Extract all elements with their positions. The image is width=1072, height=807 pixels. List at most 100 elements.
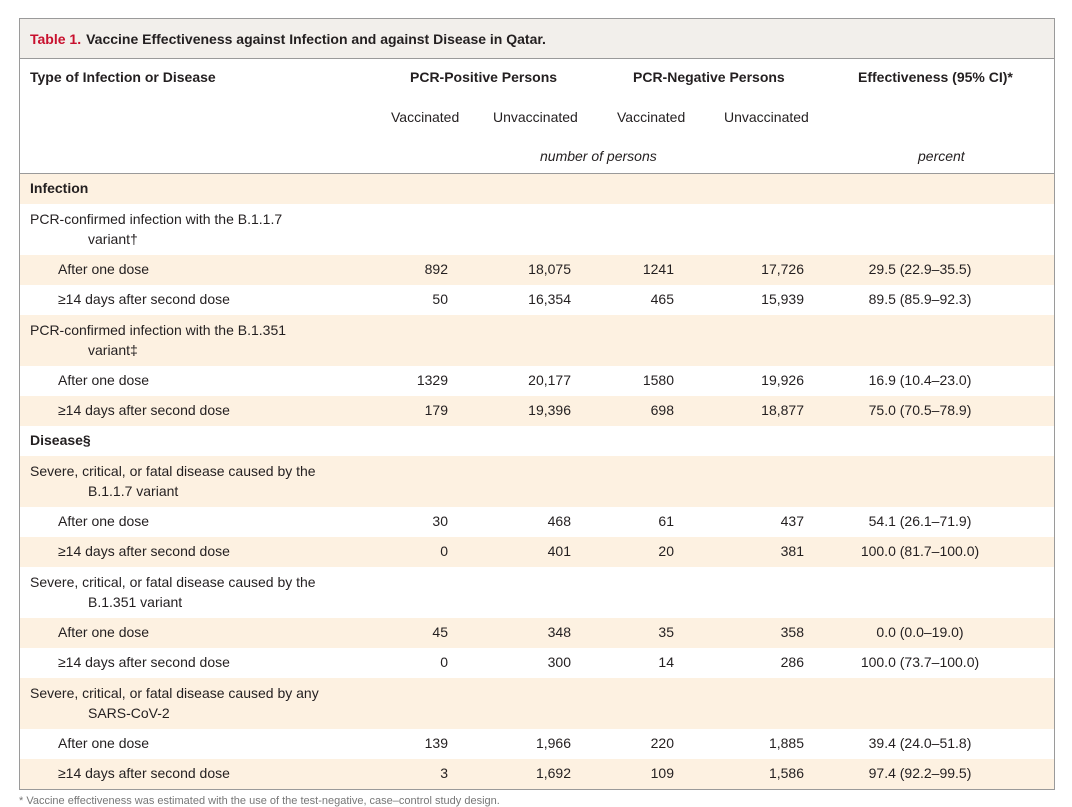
cell-unvaccinated-positive: 18,075 xyxy=(528,261,571,277)
cell-vaccinated-positive: 0 xyxy=(440,654,448,670)
row-label: ≥14 days after second dose xyxy=(58,654,230,670)
table-title-bar: Table 1. Vaccine Effectiveness against I… xyxy=(20,19,1054,59)
section-infection-label: Infection xyxy=(30,180,89,196)
header-vaccinated-positive: Vaccinated xyxy=(391,109,460,125)
group-header-row: Severe, critical, or fatal disease cause… xyxy=(20,567,1054,618)
group-label-line1: PCR-confirmed infection with the B.1.1.7 xyxy=(30,211,283,227)
group-label-line1: Severe, critical, or fatal disease cause… xyxy=(30,574,316,590)
cell-effectiveness: 16.9 (10.4–23.0) xyxy=(868,372,972,388)
cell-unvaccinated-negative: 381 xyxy=(780,543,804,559)
group-label-line2: B.1.1.7 variant xyxy=(88,483,179,499)
row-label: ≥14 days after second dose xyxy=(58,543,230,559)
table-row: After one dose 892 18,075 1241 17,726 29.5 (2… xyxy=(20,255,1054,285)
cell-vaccinated-positive: 50 xyxy=(432,291,448,307)
group-label-line1: PCR-confirmed infection with the B.1.351 xyxy=(30,322,287,338)
cell-unvaccinated-positive: 468 xyxy=(547,513,571,529)
group-label: PCR-confirmed infection with the B.1.351… xyxy=(30,320,286,360)
cell-vaccinated-negative: 20 xyxy=(658,543,674,559)
cell-unvaccinated-negative: 358 xyxy=(780,624,804,640)
table-row: After one dose 1329 20,177 1580 19,926 16.9 (… xyxy=(20,366,1054,396)
cell-unvaccinated-negative: 1,586 xyxy=(768,765,804,781)
cell-vaccinated-positive: 179 xyxy=(424,402,448,418)
table-body: Infection PCR-confirmed infection with th… xyxy=(20,174,1054,789)
cell-vaccinated-negative: 109 xyxy=(650,765,674,781)
cell-vaccinated-negative: 698 xyxy=(650,402,674,418)
cell-unvaccinated-positive: 20,177 xyxy=(528,372,571,388)
cell-vaccinated-positive: 3 xyxy=(440,765,448,781)
table-row: ≥14 days after second dose 0 300 14 286 100.0… xyxy=(20,648,1054,678)
cell-vaccinated-negative: 465 xyxy=(650,291,674,307)
cell-effectiveness: 39.4 (24.0–51.8) xyxy=(868,735,972,751)
cell-unvaccinated-positive: 1,966 xyxy=(535,735,571,751)
group-label: Severe, critical, or fatal disease cause… xyxy=(30,461,316,501)
cell-unvaccinated-positive: 16,354 xyxy=(528,291,571,307)
cell-unvaccinated-positive: 1,692 xyxy=(535,765,571,781)
cell-unvaccinated-positive: 300 xyxy=(547,654,571,670)
header-unvaccinated-positive: Unvaccinated xyxy=(493,109,578,125)
table-row: After one dose 139 1,966 220 1,885 39.4 (24.0… xyxy=(20,729,1054,759)
cell-effectiveness: 0.0 (0.0–19.0) xyxy=(876,624,964,640)
table-label: Table 1. xyxy=(30,30,82,47)
group-label: Severe, critical, or fatal disease cause… xyxy=(30,683,319,723)
row-label: After one dose xyxy=(58,735,150,751)
row-label: After one dose xyxy=(58,261,150,277)
header-vaccinated-negative: Vaccinated xyxy=(617,109,686,125)
row-label: After one dose xyxy=(58,624,150,640)
section-infection: Infection xyxy=(20,174,1054,204)
table-title: Vaccine Effectiveness against Infection … xyxy=(86,30,546,47)
group-label-line2: SARS-CoV-2 xyxy=(88,705,170,721)
cell-vaccinated-negative: 61 xyxy=(658,513,674,529)
group-label: Severe, critical, or fatal disease cause… xyxy=(30,572,316,612)
group-header-row: Severe, critical, or fatal disease cause… xyxy=(20,678,1054,729)
vaccine-effectiveness-table: Table 1. Vaccine Effectiveness against I… xyxy=(19,18,1055,790)
cell-vaccinated-positive: 0 xyxy=(440,543,448,559)
cell-vaccinated-negative: 14 xyxy=(658,654,674,670)
cell-vaccinated-negative: 220 xyxy=(650,735,674,751)
group-label-line1: Severe, critical, or fatal disease cause… xyxy=(30,685,319,701)
cell-vaccinated-positive: 1329 xyxy=(416,372,448,388)
group-label-line2: variant‡ xyxy=(88,342,138,358)
table-footnote: * Vaccine effectiveness was estimated wi… xyxy=(19,795,500,807)
cell-effectiveness: 75.0 (70.5–78.9) xyxy=(868,402,972,418)
cell-unvaccinated-negative: 286 xyxy=(780,654,804,670)
unit-percent: percent xyxy=(918,148,965,164)
table-row: ≥14 days after second dose 3 1,692 109 1,586… xyxy=(20,759,1054,789)
table-row: ≥14 days after second dose 0 401 20 381 100.0… xyxy=(20,537,1054,567)
row-label: ≥14 days after second dose xyxy=(58,291,230,307)
table-row: After one dose 45 348 35 358 0.0 (0.0–19.0) xyxy=(20,618,1054,648)
group-header-row: PCR-confirmed infection with the B.1.1.7… xyxy=(20,204,1054,255)
cell-vaccinated-negative: 1241 xyxy=(642,261,674,277)
cell-vaccinated-positive: 139 xyxy=(424,735,448,751)
cell-effectiveness: 100.0 (81.7–100.0) xyxy=(860,543,980,559)
cell-vaccinated-negative: 35 xyxy=(658,624,674,640)
cell-effectiveness: 97.4 (92.2–99.5) xyxy=(868,765,972,781)
cell-effectiveness: 89.5 (85.9–92.3) xyxy=(868,291,972,307)
row-label: ≥14 days after second dose xyxy=(58,402,230,418)
header-type: Type of Infection or Disease xyxy=(30,69,216,85)
row-label: After one dose xyxy=(58,513,150,529)
cell-unvaccinated-negative: 15,939 xyxy=(761,291,804,307)
cell-unvaccinated-negative: 437 xyxy=(780,513,804,529)
group-label: PCR-confirmed infection with the B.1.1.7… xyxy=(30,209,282,249)
header-effectiveness: Effectiveness (95% CI)* xyxy=(858,69,1013,85)
row-label: ≥14 days after second dose xyxy=(58,765,230,781)
section-disease-label: Disease§ xyxy=(30,432,91,448)
group-label-line2: B.1.351 variant xyxy=(88,594,183,610)
unit-number-of-persons: number of persons xyxy=(540,148,657,164)
cell-vaccinated-negative: 1580 xyxy=(642,372,674,388)
group-label-line1: Severe, critical, or fatal disease cause… xyxy=(30,463,316,479)
table-header: Type of Infection or Disease PCR-Positiv… xyxy=(20,59,1054,174)
cell-unvaccinated-negative: 18,877 xyxy=(761,402,804,418)
group-header-row: PCR-confirmed infection with the B.1.351… xyxy=(20,315,1054,366)
table-row: After one dose 30 468 61 437 54.1 (26.1–71.9) xyxy=(20,507,1054,537)
section-disease: Disease§ xyxy=(20,426,1054,456)
header-pcr-negative: PCR-Negative Persons xyxy=(633,69,785,85)
header-pcr-positive: PCR-Positive Persons xyxy=(410,69,558,85)
header-unvaccinated-negative: Unvaccinated xyxy=(724,109,809,125)
cell-unvaccinated-negative: 1,885 xyxy=(768,735,804,751)
cell-unvaccinated-positive: 401 xyxy=(547,543,571,559)
group-label-line2: variant† xyxy=(88,231,138,247)
cell-effectiveness: 54.1 (26.1–71.9) xyxy=(868,513,972,529)
group-header-row: Severe, critical, or fatal disease cause… xyxy=(20,456,1054,507)
cell-effectiveness: 29.5 (22.9–35.5) xyxy=(868,261,972,277)
